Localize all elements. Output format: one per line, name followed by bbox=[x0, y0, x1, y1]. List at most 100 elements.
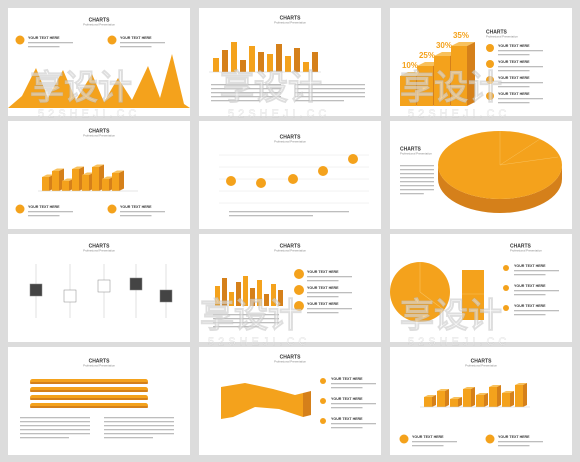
text-line bbox=[307, 296, 339, 298]
bar bbox=[285, 56, 291, 72]
slide-title: CHARTS bbox=[510, 243, 531, 249]
item-title: YOUR TEXT HERE bbox=[514, 284, 546, 288]
hbar-shade bbox=[30, 382, 148, 384]
item-title: YOUR TEXT HERE bbox=[307, 302, 339, 306]
slide-bg bbox=[199, 234, 381, 342]
item-icon bbox=[320, 398, 326, 404]
box-front bbox=[463, 389, 471, 407]
bar bbox=[257, 280, 262, 306]
item-title: YOUR TEXT HERE bbox=[307, 270, 339, 274]
text-line bbox=[120, 215, 152, 217]
item-title: YOUR TEXT HERE bbox=[498, 435, 530, 439]
watermark: 享设计 bbox=[400, 297, 502, 335]
item-icon bbox=[294, 269, 304, 279]
item-icon bbox=[294, 285, 304, 295]
slide-title: CHARTS bbox=[486, 29, 507, 35]
text-line bbox=[213, 322, 279, 324]
box-front bbox=[400, 76, 416, 106]
slide-subtitle: Professional Presentation bbox=[400, 152, 432, 156]
item-icon bbox=[503, 285, 509, 291]
text-line bbox=[331, 423, 376, 425]
box-side bbox=[471, 387, 475, 407]
slide-subtitle: Professional Presentation bbox=[274, 360, 306, 364]
bar bbox=[312, 52, 318, 72]
step-label: 35% bbox=[453, 31, 469, 40]
watermark-url: 52SHEJI.CC bbox=[208, 336, 310, 348]
box-front bbox=[62, 181, 69, 191]
box-side bbox=[484, 393, 488, 407]
text-line bbox=[514, 290, 559, 292]
slide-subtitle: Professional Presentation bbox=[274, 140, 306, 144]
item-icon bbox=[320, 378, 326, 384]
box-front bbox=[502, 393, 510, 407]
item-title: YOUR TEXT HERE bbox=[498, 76, 530, 80]
text-line bbox=[412, 441, 457, 443]
slide-subtitle: Professional Presentation bbox=[83, 134, 115, 138]
bar bbox=[229, 292, 234, 306]
item-icon bbox=[107, 35, 117, 45]
text-line bbox=[498, 50, 543, 52]
bar bbox=[258, 52, 264, 72]
bar bbox=[294, 48, 300, 72]
box-front bbox=[82, 175, 89, 191]
item-title: YOUR TEXT HERE bbox=[120, 36, 152, 40]
box-top bbox=[62, 178, 74, 181]
bar bbox=[240, 60, 246, 72]
text-line bbox=[498, 82, 543, 84]
box-top bbox=[82, 172, 94, 175]
text-line bbox=[412, 445, 444, 447]
text-line bbox=[295, 92, 365, 94]
item-title: YOUR TEXT HERE bbox=[498, 44, 530, 48]
item-icon bbox=[294, 301, 304, 311]
bar bbox=[271, 284, 276, 306]
box-front bbox=[451, 46, 467, 106]
text-line bbox=[20, 437, 69, 439]
text-line bbox=[498, 445, 530, 447]
slide-title: CHARTS bbox=[280, 243, 301, 249]
box-front bbox=[42, 177, 49, 191]
pie-slice bbox=[419, 262, 445, 311]
dot bbox=[256, 178, 266, 188]
text-line bbox=[498, 98, 543, 100]
candle bbox=[129, 277, 143, 291]
text-line bbox=[28, 42, 73, 44]
text-line bbox=[400, 185, 434, 187]
pie-side bbox=[438, 165, 562, 213]
slide-subtitle: Professional Presentation bbox=[83, 364, 115, 368]
box-top bbox=[52, 168, 64, 171]
dot bbox=[318, 166, 328, 176]
text-line bbox=[498, 441, 543, 443]
dot bbox=[226, 176, 236, 186]
box-side bbox=[445, 389, 449, 407]
item-title: YOUR TEXT HERE bbox=[514, 304, 546, 308]
box-front bbox=[434, 56, 450, 106]
slide-subtitle: Professional Presentation bbox=[274, 21, 306, 25]
candle bbox=[63, 289, 77, 303]
step-label: 25% bbox=[419, 51, 435, 60]
bar bbox=[303, 62, 309, 72]
text-line bbox=[400, 169, 434, 171]
bar bbox=[264, 294, 269, 306]
text-line bbox=[28, 211, 73, 213]
bar bbox=[213, 58, 219, 72]
text-line bbox=[211, 88, 281, 90]
slide-title: CHARTS bbox=[89, 17, 110, 23]
box-side bbox=[467, 42, 475, 106]
slide-subtitle: Professional Presentation bbox=[465, 364, 497, 368]
watermark: 享设计 bbox=[220, 69, 322, 107]
watermark: 享设计 bbox=[400, 69, 502, 107]
box-front bbox=[489, 387, 497, 407]
text-line bbox=[498, 70, 530, 72]
box-top bbox=[102, 176, 114, 179]
text-line bbox=[104, 421, 174, 423]
text-line bbox=[295, 88, 365, 90]
box-front bbox=[450, 399, 458, 407]
hbar-shade bbox=[30, 398, 148, 400]
text-line bbox=[295, 100, 344, 102]
text-line bbox=[211, 84, 281, 86]
box-side bbox=[432, 395, 436, 407]
item-icon bbox=[486, 92, 494, 100]
